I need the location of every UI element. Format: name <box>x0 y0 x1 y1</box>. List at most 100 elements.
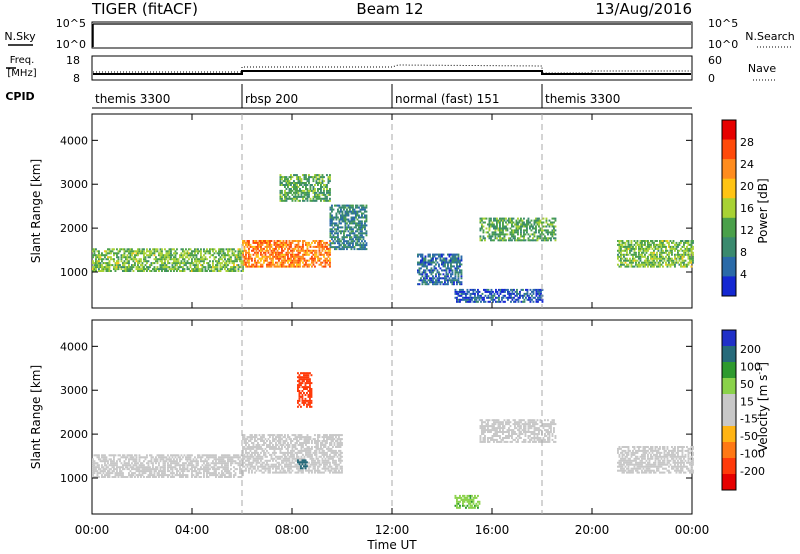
data-cell <box>517 233 519 236</box>
data-cell <box>502 237 504 240</box>
data-cell <box>626 240 628 242</box>
data-cell <box>309 251 312 254</box>
data-cell <box>98 266 100 269</box>
data-cell <box>654 261 657 264</box>
data-cell <box>359 204 362 207</box>
data-cell <box>231 460 234 463</box>
data-cell <box>113 466 115 469</box>
data-cell <box>352 228 354 231</box>
data-cell <box>165 254 168 257</box>
data-cell <box>528 294 530 297</box>
data-cell <box>203 472 205 475</box>
data-cell <box>251 455 253 458</box>
data-cell <box>426 261 428 264</box>
data-cell <box>523 221 525 224</box>
data-cell <box>150 462 153 465</box>
data-cell <box>317 440 319 442</box>
data-cell <box>680 261 682 264</box>
data-cell <box>494 217 497 220</box>
data-cell <box>633 257 636 260</box>
data-cell <box>303 447 306 450</box>
data-cell <box>257 245 259 248</box>
data-cell <box>656 243 658 246</box>
data-cell <box>276 263 279 266</box>
data-cell <box>294 451 297 454</box>
data-cell <box>481 296 484 299</box>
data-cell <box>273 451 276 454</box>
data-cell <box>279 243 282 246</box>
data-cell <box>173 268 175 271</box>
data-cell <box>344 220 347 223</box>
data-cell <box>531 290 533 293</box>
data-cell <box>290 176 292 179</box>
data-cell <box>176 454 178 457</box>
data-cell <box>618 259 621 262</box>
data-cell <box>653 257 655 260</box>
data-cell <box>297 455 300 458</box>
data-cell <box>492 298 494 301</box>
data-cell <box>140 466 142 469</box>
data-cell <box>155 250 157 253</box>
data-cell <box>246 261 249 264</box>
data-cell <box>323 176 325 179</box>
data-cell <box>630 247 633 250</box>
data-cell <box>218 458 220 461</box>
data-cell <box>293 180 295 183</box>
data-cell <box>161 270 163 272</box>
data-cell <box>651 255 654 258</box>
data-cell <box>288 451 291 454</box>
data-cell <box>300 178 303 181</box>
data-cell <box>451 255 454 258</box>
data-cell <box>219 460 222 463</box>
data-cell <box>290 263 292 266</box>
data-cell <box>279 469 282 472</box>
data-cell <box>272 465 274 468</box>
data-cell <box>92 476 94 478</box>
data-cell <box>141 248 144 251</box>
cpid-segment-label: normal (fast) 151 <box>395 92 499 106</box>
data-cell <box>104 262 106 265</box>
data-cell <box>287 261 289 264</box>
data-cell <box>300 184 303 186</box>
data-cell <box>663 240 666 242</box>
data-cell <box>479 217 482 220</box>
data-cell <box>234 260 237 263</box>
data-cell <box>230 258 232 261</box>
data-cell <box>122 476 124 478</box>
data-cell <box>129 270 132 272</box>
data-cell <box>164 256 166 259</box>
data-cell <box>648 243 651 246</box>
data-cell <box>117 258 120 261</box>
data-cell <box>341 220 344 223</box>
data-cell <box>107 262 109 265</box>
data-cell <box>134 468 136 471</box>
data-cell <box>257 455 259 458</box>
data-cell <box>156 454 159 457</box>
data-cell <box>95 268 97 271</box>
data-cell <box>438 253 440 256</box>
data-cell <box>361 246 363 249</box>
data-cell <box>219 264 222 267</box>
data-cell <box>308 467 310 470</box>
data-cell <box>231 260 234 263</box>
data-cell <box>107 470 109 473</box>
data-cell <box>293 249 295 252</box>
data-cell <box>624 261 627 264</box>
data-cell <box>249 455 252 458</box>
data-cell <box>627 253 630 256</box>
data-cell <box>233 456 235 459</box>
data-cell <box>101 258 103 261</box>
data-cell <box>206 462 208 465</box>
data-cell <box>248 253 250 256</box>
data-cell <box>317 184 319 186</box>
data-cell <box>521 221 524 224</box>
data-cell <box>297 465 300 468</box>
data-cell <box>638 247 640 250</box>
data-cell <box>96 454 99 457</box>
data-cell <box>334 232 336 235</box>
data-cell <box>344 240 347 243</box>
data-cell <box>636 240 639 242</box>
data-cell <box>352 244 354 247</box>
data-cell <box>538 294 541 297</box>
data-cell <box>260 241 262 244</box>
